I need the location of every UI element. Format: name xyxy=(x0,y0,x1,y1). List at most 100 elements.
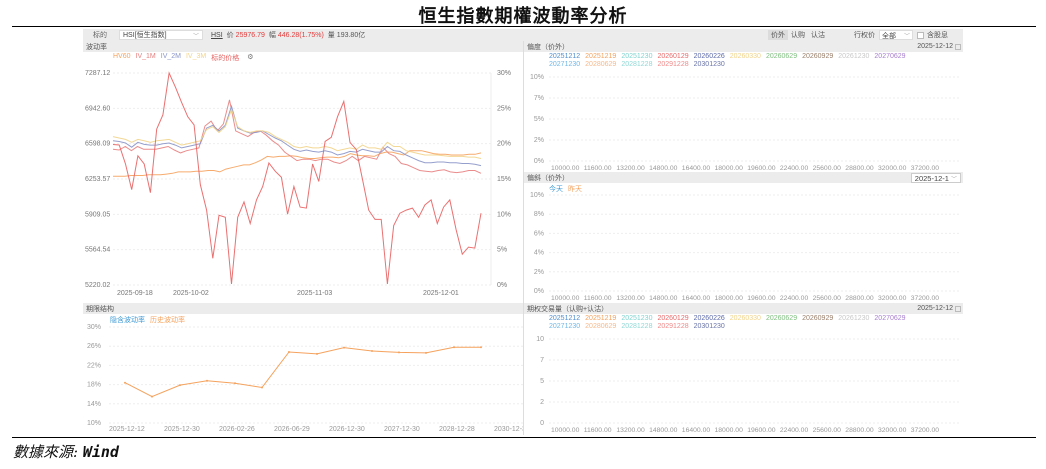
legend-expiry-20251212[interactable]: 20251212 xyxy=(549,315,581,322)
source-name: Wind xyxy=(82,443,119,461)
legend-expiry-20301230[interactable]: 20301230 xyxy=(693,323,725,330)
legend-expiry-20281228[interactable]: 20281228 xyxy=(621,323,653,330)
legend-expiry-20270629[interactable]: 20270629 xyxy=(874,315,906,322)
legend-yesterday[interactable]: 昨天 xyxy=(568,186,582,193)
legend-expiry-20251219[interactable]: 20251219 xyxy=(585,315,617,322)
legend-expiry-20251219[interactable]: 20251219 xyxy=(585,53,617,60)
legend-implied-vol[interactable]: 隐含波动率 xyxy=(110,317,145,324)
svg-text:14800.00: 14800.00 xyxy=(649,165,678,172)
svg-text:18%: 18% xyxy=(87,382,101,389)
legend-iv-1m[interactable]: IV_1M xyxy=(135,53,156,60)
segment-otm[interactable]: 价外 xyxy=(768,30,788,40)
legend-expiry-20251230[interactable]: 20251230 xyxy=(621,315,653,322)
svg-text:14800.00: 14800.00 xyxy=(649,427,678,434)
calendar-icon xyxy=(955,43,961,50)
svg-text:10: 10 xyxy=(536,336,544,343)
svg-text:5%: 5% xyxy=(534,116,544,123)
svg-text:2025-12-30: 2025-12-30 xyxy=(164,426,200,433)
gear-icon[interactable]: ⚙ xyxy=(247,54,254,61)
volatility-axes: 7287.12 30% 6942.60 25% 6598.09 20% 6253.57 15%… xyxy=(85,70,511,297)
legend-expiry-20260629[interactable]: 20260629 xyxy=(765,315,798,322)
legend-expiry-20260330[interactable]: 20260330 xyxy=(729,53,761,60)
svg-text:13200.00: 13200.00 xyxy=(616,427,645,434)
svg-text:2027-12-30: 2027-12-30 xyxy=(384,426,420,433)
smile-date: 2025-12-1 xyxy=(914,173,949,183)
svg-text:13200.00: 13200.00 xyxy=(616,295,645,302)
svg-text:30%: 30% xyxy=(87,324,101,331)
svg-text:37200.00: 37200.00 xyxy=(911,295,940,302)
volatility-panel-header: 波动率 xyxy=(83,41,523,52)
skew-date-picker[interactable]: 2025-12-12 xyxy=(917,41,961,52)
svg-text:18000.00: 18000.00 xyxy=(715,165,744,172)
svg-text:10%: 10% xyxy=(530,74,544,81)
legend-expiry-20301230[interactable]: 20301230 xyxy=(693,61,725,68)
source-prefix: 數據來源: xyxy=(13,443,79,461)
legend-underlying-price[interactable]: 标的价格 xyxy=(211,55,240,62)
legend-expiry-20271230[interactable]: 20271230 xyxy=(549,61,581,68)
svg-text:18000.00: 18000.00 xyxy=(715,295,744,302)
legend-expiry-20271230[interactable]: 20271230 xyxy=(549,323,581,330)
underlying-select[interactable]: HSI[恒生指数] ﹀ xyxy=(119,30,203,40)
svg-text:10%: 10% xyxy=(87,420,101,427)
svg-text:22%: 22% xyxy=(87,362,101,369)
legend-expiry-20291228[interactable]: 20291228 xyxy=(657,323,689,330)
legend-expiry-20291228[interactable]: 20291228 xyxy=(657,61,689,68)
svg-text:5: 5 xyxy=(540,378,544,385)
svg-text:6%: 6% xyxy=(534,230,544,237)
svg-text:28800.00: 28800.00 xyxy=(845,295,874,302)
svg-text:2025-09-18: 2025-09-18 xyxy=(117,290,153,297)
smile-panel-header: 偏斜（价外） 2025-12-1 ﹀ xyxy=(524,172,963,183)
volume-date-picker[interactable]: 2025-12-12 xyxy=(917,303,961,314)
svg-text:22400.00: 22400.00 xyxy=(780,295,809,302)
legend-iv-2m[interactable]: IV_2M xyxy=(160,53,181,60)
smile-panel-title: 偏斜（价外） xyxy=(527,174,569,182)
change-value: 446.28(1.75%) xyxy=(277,31,324,39)
legend-expiry-20260226[interactable]: 20260226 xyxy=(693,53,725,60)
svg-text:32000.00: 32000.00 xyxy=(878,295,907,302)
svg-text:2025-12-01: 2025-12-01 xyxy=(423,290,459,297)
legend-expiry-20260629[interactable]: 20260629 xyxy=(765,53,798,60)
svg-text:2: 2 xyxy=(540,399,544,406)
term-legend: 隐含波动率 历史波动率 xyxy=(110,315,185,325)
symbol-link[interactable]: HSI xyxy=(211,31,223,39)
underlying-value: HSI[恒生指数] xyxy=(123,32,167,39)
legend-hv60[interactable]: HV60 xyxy=(113,53,131,60)
legend-expiry-20251230[interactable]: 20251230 xyxy=(621,53,653,60)
toolbar: 标的 HSI[恒生指数] ﹀ HSI 价 25976.79 幅 446.28(1… xyxy=(83,29,963,41)
panel-divider xyxy=(523,41,524,435)
legend-expiry-20260929[interactable]: 20260929 xyxy=(802,315,834,322)
legend-expiry-20260929[interactable]: 20260929 xyxy=(802,53,834,60)
legend-expiry-20251212[interactable]: 20251212 xyxy=(549,53,581,60)
legend-expiry-20270629[interactable]: 20270629 xyxy=(874,53,906,60)
svg-text:0%: 0% xyxy=(497,282,507,289)
legend-today[interactable]: 今天 xyxy=(549,186,563,193)
svg-text:19600.00: 19600.00 xyxy=(747,427,776,434)
term-chart: 30% 26% 22% 18% 14% 10% 2025-12-12 2025-12-30 20… xyxy=(87,324,523,433)
legend-iv-3m[interactable]: IV_3M xyxy=(185,53,207,60)
legend-expiry-20261230[interactable]: 20261230 xyxy=(838,53,870,60)
legend-expiry-20260129[interactable]: 20260129 xyxy=(657,53,689,60)
smile-date-select[interactable]: 2025-12-1 ﹀ xyxy=(910,173,961,183)
term-series xyxy=(124,346,482,398)
legend-expiry-20261230[interactable]: 20261230 xyxy=(838,315,870,322)
chevron-down-icon: ﹀ xyxy=(192,34,199,40)
smile-legend: 今天 昨天 xyxy=(549,184,582,194)
legend-expiry-20280629[interactable]: 20280629 xyxy=(585,61,617,68)
segment-call[interactable]: 认购 xyxy=(791,32,805,39)
strike-label: 行权价 xyxy=(854,32,875,39)
chevron-down-icon: ﹀ xyxy=(903,34,910,40)
legend-expiry-20260129[interactable]: 20260129 xyxy=(657,315,689,322)
svg-text:7: 7 xyxy=(540,357,544,364)
legend-expiry-20280629[interactable]: 20280629 xyxy=(585,323,617,330)
svg-text:5909.05: 5909.05 xyxy=(85,211,110,218)
legend-expiry-20260330[interactable]: 20260330 xyxy=(729,315,761,322)
dividend-checkbox[interactable] xyxy=(917,31,924,39)
legend-expiry-20281228[interactable]: 20281228 xyxy=(621,61,653,68)
legend-expiry-20260226[interactable]: 20260226 xyxy=(693,315,725,322)
skew-expiry-legend: 20251212 20251219 20251230 20260129 20260226… xyxy=(549,53,929,68)
strike-select[interactable]: 全部 ﹀ xyxy=(879,30,913,40)
svg-text:37200.00: 37200.00 xyxy=(911,427,940,434)
legend-historical-vol[interactable]: 历史波动率 xyxy=(150,317,185,324)
segment-put[interactable]: 认沽 xyxy=(811,32,825,39)
svg-text:28800.00: 28800.00 xyxy=(845,427,874,434)
